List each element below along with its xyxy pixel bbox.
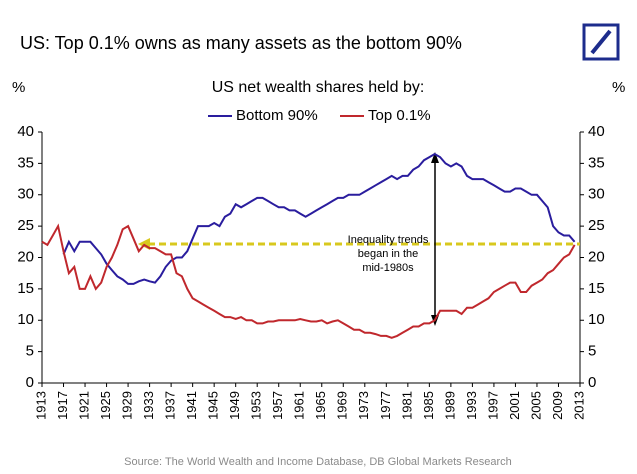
x-tick-label: 1913 <box>33 391 48 420</box>
x-tick-label: 1965 <box>313 391 328 420</box>
x-tick-label: 1925 <box>98 391 113 420</box>
chart-title: US: Top 0.1% owns as many assets as the … <box>20 33 462 53</box>
x-tick-label: 1993 <box>464 391 479 420</box>
x-tick-label: 1953 <box>249 391 264 420</box>
y-tick-label: 20 <box>17 248 34 265</box>
series-line <box>62 152 576 285</box>
x-tick-label: 1921 <box>76 391 91 420</box>
y2-tick-label: 35 <box>588 154 605 171</box>
source: Source: The World Wealth and Income Data… <box>124 456 512 468</box>
y2-tick-label: 10 <box>588 311 605 328</box>
x-tick-label: 1929 <box>120 391 135 420</box>
x-tick-label: 1917 <box>55 391 70 420</box>
x-tick-label: 2009 <box>550 391 565 420</box>
subtitle: US net wealth shares held by: <box>212 79 425 96</box>
legend-label: Top 0.1% <box>368 107 431 124</box>
y-tick-label: 15 <box>17 280 34 297</box>
y-axis-label: % <box>12 79 25 96</box>
x-tick-label: 1941 <box>184 391 199 420</box>
annotation: began in the <box>358 248 419 260</box>
legend-label: Bottom 90% <box>236 107 318 124</box>
x-tick-label: 1997 <box>485 391 500 420</box>
x-tick-label: 2005 <box>528 391 543 420</box>
x-tick-label: 2001 <box>507 391 522 420</box>
y-tick-label: 5 <box>26 343 34 360</box>
x-tick-label: 1977 <box>378 391 393 420</box>
x-tick-label: 1957 <box>270 391 285 420</box>
x-tick-label: 1937 <box>163 391 178 420</box>
x-tick-label: 1945 <box>206 391 221 420</box>
y2-tick-label: 20 <box>588 248 605 265</box>
y2-tick-label: 5 <box>588 343 596 360</box>
y-tick-label: 40 <box>17 123 34 140</box>
x-tick-label: 1985 <box>421 391 436 420</box>
y-tick-label: 10 <box>17 311 34 328</box>
arrowhead <box>431 152 439 163</box>
x-tick-label: 1949 <box>227 391 242 420</box>
y2-tick-label: 0 <box>588 374 596 391</box>
logo <box>582 23 620 61</box>
series-line <box>41 223 576 339</box>
x-tick-label: 2013 <box>571 391 586 420</box>
x-tick-label: 1989 <box>442 391 457 420</box>
y-tick-label: 30 <box>17 186 34 203</box>
annotation: Inequality trends <box>348 234 429 246</box>
y-tick-label: 0 <box>26 374 34 391</box>
annotation: mid-1980s <box>362 262 414 274</box>
x-tick-label: 1981 <box>399 391 414 420</box>
x-tick-label: 1961 <box>292 391 307 420</box>
y2-tick-label: 25 <box>588 217 605 234</box>
y-tick-label: 35 <box>17 154 34 171</box>
x-tick-label: 1969 <box>335 391 350 420</box>
x-tick-label: 1973 <box>356 391 371 420</box>
y2-tick-label: 30 <box>588 186 605 203</box>
y2-axis-label: % <box>612 79 625 96</box>
y2-tick-label: 15 <box>588 280 605 297</box>
x-tick-label: 1933 <box>141 391 156 420</box>
y-tick-label: 25 <box>17 217 34 234</box>
y2-tick-label: 40 <box>588 123 605 140</box>
